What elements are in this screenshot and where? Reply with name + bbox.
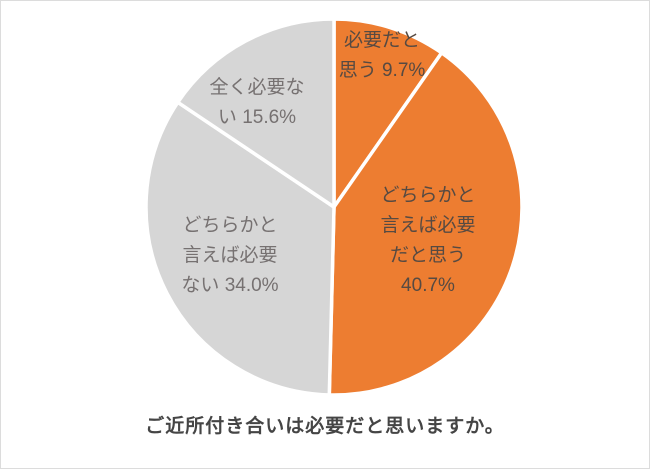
- chart-title: ご近所付き合いは必要だと思いますか。: [145, 416, 505, 437]
- pie-slice-4: [176, 17, 336, 209]
- pie-slice-1: [332, 17, 444, 209]
- pie-slice-2: [327, 51, 524, 397]
- pie-slice-3: [144, 100, 336, 397]
